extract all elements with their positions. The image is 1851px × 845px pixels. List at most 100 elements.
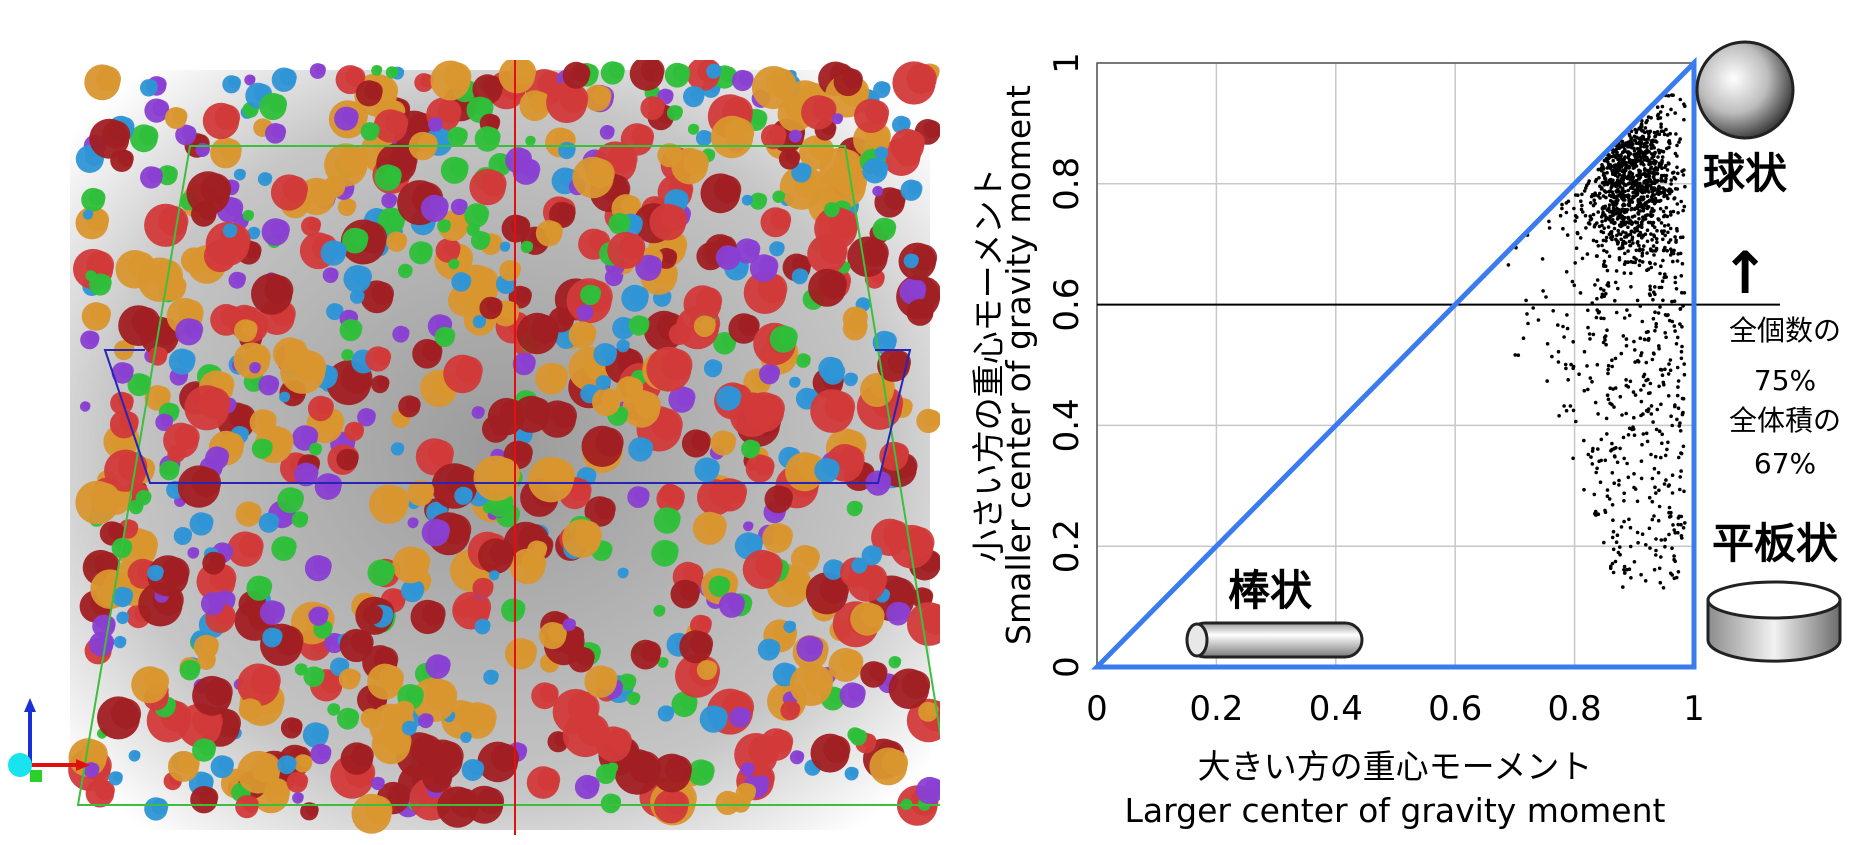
particle (653, 604, 666, 617)
particle (903, 253, 919, 269)
data-point (1622, 173, 1626, 177)
volume-label: 全体積の (1729, 404, 1841, 437)
particle (874, 187, 906, 218)
data-point (1610, 211, 1615, 216)
particle (581, 425, 624, 467)
data-point (1647, 526, 1652, 531)
data-point (1562, 335, 1566, 339)
data-point (1629, 576, 1633, 580)
particle (310, 743, 332, 765)
data-point (1638, 138, 1642, 142)
data-point (1654, 553, 1658, 557)
data-point (1657, 184, 1661, 189)
particle (854, 98, 890, 133)
particle (501, 598, 526, 623)
particle (759, 728, 794, 761)
particle (421, 518, 450, 547)
particle (108, 771, 123, 786)
count-value: 75% (1754, 364, 1816, 397)
data-point (1571, 340, 1575, 344)
data-point (1644, 378, 1648, 383)
particle (280, 717, 303, 739)
particle (715, 245, 741, 270)
data-point (1647, 336, 1651, 341)
data-point (1628, 544, 1633, 549)
data-point (1619, 525, 1624, 529)
data-point (1681, 444, 1686, 449)
particles-group (68, 60, 940, 834)
particle (259, 92, 288, 121)
particle (292, 425, 319, 451)
data-point (1673, 111, 1677, 115)
data-point (1675, 202, 1680, 206)
data-point (1673, 280, 1678, 285)
data-point (1662, 191, 1667, 195)
data-point (1655, 240, 1659, 245)
particle (595, 375, 612, 391)
particle (471, 406, 485, 419)
particle (270, 174, 308, 211)
particle (696, 660, 718, 680)
data-point (1591, 446, 1595, 451)
particle (600, 61, 625, 85)
data-point (1657, 187, 1661, 191)
particle (695, 130, 713, 147)
data-point (1531, 306, 1535, 310)
data-point (1652, 159, 1657, 163)
data-point (1607, 497, 1612, 501)
data-point (1654, 237, 1659, 241)
data-point (1610, 503, 1615, 507)
data-point (1605, 494, 1610, 499)
data-point (1655, 179, 1659, 184)
data-point (1638, 169, 1642, 173)
data-point (1681, 396, 1686, 401)
particle (783, 620, 797, 633)
data-point (1669, 107, 1673, 112)
data-point (1679, 274, 1684, 278)
particle (144, 203, 189, 247)
data-point (1669, 414, 1673, 419)
particle (505, 147, 532, 174)
data-point (1561, 226, 1565, 231)
y-tick-label: 1 (1047, 52, 1087, 74)
data-point (1620, 186, 1625, 191)
data-point (1648, 391, 1652, 395)
data-point (1617, 146, 1621, 151)
data-point (1667, 515, 1672, 519)
data-point (1666, 196, 1670, 201)
particle (398, 395, 421, 418)
particle (129, 124, 159, 153)
particle (238, 698, 262, 721)
particle (574, 774, 600, 800)
data-point (1610, 471, 1615, 475)
data-point (1656, 518, 1661, 523)
data-point (1653, 162, 1657, 166)
particle (251, 273, 294, 315)
particle (512, 352, 536, 376)
particle (562, 618, 577, 632)
particle (360, 708, 382, 729)
particle (164, 107, 188, 129)
data-point (1619, 351, 1624, 356)
particle (271, 67, 297, 92)
y-tick-label: 0.2 (1047, 519, 1087, 573)
particle (301, 216, 322, 237)
data-point (1643, 337, 1647, 342)
data-point (1582, 487, 1586, 492)
data-point (1605, 268, 1610, 273)
particle (360, 122, 380, 141)
data-point (1610, 535, 1615, 540)
data-point (1627, 220, 1632, 225)
particle (525, 135, 536, 146)
data-point (1617, 483, 1621, 487)
particle (205, 446, 230, 470)
data-point (1655, 407, 1660, 412)
particle (422, 763, 453, 793)
particle (580, 284, 602, 306)
particle (451, 272, 472, 292)
data-point (1652, 567, 1657, 572)
particle (741, 194, 753, 206)
data-point (1575, 215, 1579, 219)
data-point (1609, 231, 1614, 236)
data-point (1617, 478, 1621, 483)
